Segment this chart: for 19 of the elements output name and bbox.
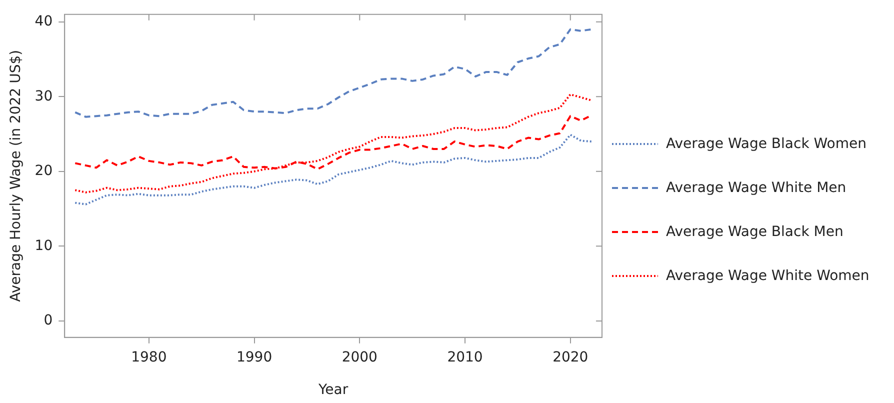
y-tick-label: 40 bbox=[34, 14, 53, 30]
x-tick-label: 2020 bbox=[552, 349, 588, 366]
line-series bbox=[74, 93, 592, 194]
y-tick-label: 30 bbox=[34, 88, 53, 104]
legend-label: Average Wage Black Men bbox=[666, 224, 844, 240]
line-series bbox=[74, 134, 592, 206]
legend-label: Average Wage White Men bbox=[666, 180, 846, 196]
x-tick-label: 1980 bbox=[131, 349, 167, 366]
legend-label: Average Wage Black Women bbox=[666, 136, 866, 152]
y-axis-title: Average Hourly Wage (in 2022 US$) bbox=[8, 50, 24, 302]
y-tick-label: 20 bbox=[34, 163, 53, 180]
x-axis-title: Year bbox=[317, 382, 348, 398]
x-tick-label: 1990 bbox=[236, 349, 272, 366]
y-tick-label: 10 bbox=[34, 238, 53, 254]
line-series bbox=[74, 28, 592, 118]
x-tick-label: 2000 bbox=[342, 349, 378, 366]
x-tick-label: 2010 bbox=[447, 349, 483, 366]
legend-label: Average Wage White Women bbox=[666, 268, 870, 284]
y-tick-label: 0 bbox=[44, 312, 53, 329]
